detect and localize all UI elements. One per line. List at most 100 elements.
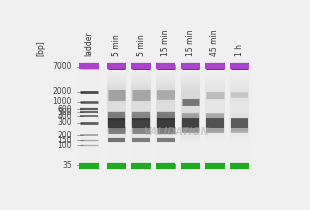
FancyBboxPatch shape	[78, 60, 100, 171]
Bar	[230, 136, 249, 137]
Bar	[230, 132, 249, 133]
Bar	[181, 111, 200, 112]
Bar	[156, 78, 175, 79]
Bar	[181, 86, 200, 87]
Bar	[131, 115, 151, 116]
Bar	[107, 74, 126, 75]
FancyBboxPatch shape	[155, 60, 177, 171]
Bar	[230, 98, 249, 100]
Bar	[156, 105, 175, 106]
Bar	[205, 112, 225, 113]
Bar	[181, 78, 200, 79]
Text: 15 min: 15 min	[161, 30, 170, 56]
Bar	[107, 127, 126, 128]
Bar	[205, 100, 225, 101]
Bar	[131, 75, 151, 76]
Bar	[181, 102, 200, 104]
Bar	[107, 102, 126, 104]
Bar	[156, 141, 175, 142]
Bar	[156, 132, 175, 133]
Bar	[181, 115, 200, 116]
Bar	[131, 105, 151, 106]
Bar	[107, 136, 126, 137]
Bar	[205, 88, 225, 89]
Bar	[181, 106, 200, 107]
Bar	[156, 81, 175, 82]
FancyBboxPatch shape	[204, 60, 226, 171]
Bar	[107, 119, 126, 120]
Bar	[205, 107, 225, 108]
Bar	[131, 85, 151, 86]
Bar	[131, 94, 151, 95]
Bar	[205, 102, 225, 104]
Bar	[230, 102, 249, 104]
Bar	[131, 77, 151, 78]
Text: 600: 600	[57, 105, 72, 114]
Bar	[156, 124, 175, 125]
Bar	[181, 113, 200, 114]
Bar	[181, 88, 200, 89]
Bar	[181, 72, 200, 73]
Text: 5 min: 5 min	[137, 35, 146, 56]
Bar	[107, 132, 126, 133]
Bar	[156, 134, 175, 135]
Bar	[156, 135, 175, 136]
Bar	[205, 77, 225, 78]
Bar	[131, 83, 151, 84]
Bar	[230, 91, 249, 92]
Bar	[107, 92, 126, 93]
Bar	[205, 133, 225, 134]
Bar	[205, 111, 225, 112]
Bar	[131, 121, 151, 122]
Bar	[230, 133, 249, 134]
Bar	[156, 87, 175, 88]
Bar	[205, 139, 225, 140]
Bar	[131, 141, 151, 142]
Bar	[156, 76, 175, 77]
Bar	[181, 122, 200, 123]
Bar	[107, 120, 126, 121]
Bar	[156, 128, 175, 129]
Bar	[107, 98, 126, 100]
Bar	[131, 93, 151, 94]
Bar	[181, 114, 200, 115]
Bar	[131, 126, 151, 127]
FancyBboxPatch shape	[105, 60, 128, 171]
Bar	[205, 94, 225, 95]
Bar	[107, 96, 126, 97]
Bar	[230, 88, 249, 89]
Text: 200: 200	[58, 131, 72, 140]
Bar	[181, 80, 200, 81]
Bar	[205, 89, 225, 90]
Bar	[181, 100, 200, 101]
Bar	[181, 93, 200, 94]
Bar	[205, 86, 225, 87]
Bar	[156, 118, 175, 119]
Bar	[107, 86, 126, 87]
Bar	[230, 108, 249, 109]
Bar	[156, 131, 175, 132]
Bar	[131, 114, 151, 115]
Bar	[181, 89, 200, 90]
Bar	[107, 124, 126, 125]
Bar	[205, 104, 225, 105]
Bar	[156, 75, 175, 76]
Bar	[107, 76, 126, 77]
Bar	[131, 107, 151, 108]
Bar	[181, 138, 200, 139]
Bar	[107, 130, 126, 131]
Bar	[205, 91, 225, 92]
Text: 100: 100	[58, 141, 72, 150]
Bar	[131, 137, 151, 138]
Bar	[156, 82, 175, 83]
Bar	[156, 111, 175, 112]
Bar	[107, 91, 126, 92]
Bar	[107, 81, 126, 82]
Bar	[131, 139, 151, 140]
Bar	[107, 112, 126, 113]
Bar	[156, 113, 175, 114]
Bar	[205, 134, 225, 135]
Bar	[156, 125, 175, 126]
Bar	[205, 128, 225, 129]
FancyBboxPatch shape	[130, 60, 152, 171]
